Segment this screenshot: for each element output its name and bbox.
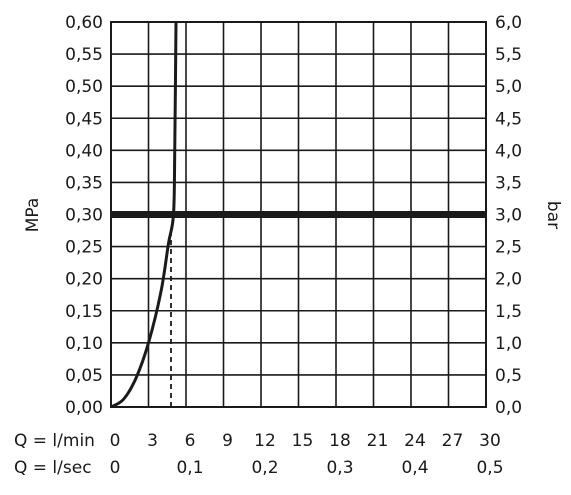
- y-tick-label-right: 2,5: [495, 238, 522, 258]
- y-tick-label-left: 0,25: [65, 238, 103, 258]
- x-tick-label-lmin: 6: [185, 431, 196, 451]
- y-tick-label-left: 0,00: [65, 398, 103, 418]
- x-tick-label-lsec: 0: [110, 458, 121, 478]
- y-tick-label-right: 2,0: [495, 270, 522, 290]
- x-tick-label-lmin: 15: [292, 431, 314, 451]
- y-tick-label-right: 6,0: [495, 13, 522, 33]
- x-tick-label-lsec: 0,5: [476, 458, 503, 478]
- y-tick-label-right: 1,0: [495, 334, 522, 354]
- y-tick-label-left: 0,55: [65, 45, 103, 65]
- x-axis-label-lsec: Q = l/sec: [14, 458, 92, 478]
- x-tick-labels-lmin: 0 3 6 9 12 15 18 21 24 27 30: [110, 431, 501, 451]
- y-tick-label-left: 0,15: [65, 302, 103, 322]
- y-tick-label-left: 0,45: [65, 109, 103, 129]
- x-tick-label-lsec: 0,2: [251, 458, 278, 478]
- y-tick-label-left: 0,40: [65, 141, 103, 161]
- y-tick-label-right: 1,5: [495, 302, 522, 322]
- y-tick-label-right: 3,0: [495, 206, 522, 226]
- x-tick-label-lsec: 0,1: [176, 458, 203, 478]
- plot-frame: [110, 21, 487, 408]
- y-tick-label-left: 0,05: [65, 366, 103, 386]
- y-tick-labels-right: 0,0 0,5 1,0 1,5 2,0 2,5 3,0 3,5 4,0 4,5 5,0 5,5 6,0: [495, 13, 522, 418]
- y-tick-labels-left: 0,00 0,05 0,10 0,15 0,20 0,25 0,30 0,35 0,40 0,45…: [65, 13, 103, 418]
- y-tick-label-right: 0,5: [495, 366, 522, 386]
- y-tick-label-left: 0,50: [65, 77, 103, 97]
- y-tick-label-right: 5,5: [495, 45, 522, 65]
- y-tick-label-left: 0,20: [65, 270, 103, 290]
- x-tick-labels-lsec: 0 0,1 0,2 0,3 0,4 0,5: [110, 458, 504, 478]
- x-tick-label-lsec: 0,4: [401, 458, 428, 478]
- x-axis-label-lmin: Q = l/min: [14, 431, 95, 451]
- flow-curve: [110, 21, 178, 409]
- x-tick-label-lmin: 21: [367, 431, 389, 451]
- y-tick-label-right: 4,0: [495, 141, 522, 161]
- y-tick-label-left: 0,35: [65, 173, 103, 193]
- x-tick-label-lmin: 24: [404, 431, 426, 451]
- y-tick-label-left: 0,60: [65, 13, 103, 33]
- x-tick-label-lmin: 3: [147, 431, 158, 451]
- x-tick-label-lmin: 9: [222, 431, 233, 451]
- y-tick-label-right: 0,0: [495, 398, 522, 418]
- y-tick-label-right: 3,5: [495, 173, 522, 193]
- y-axis-label-left: MPa: [23, 198, 43, 233]
- x-tick-label-lsec: 0,3: [326, 458, 353, 478]
- y-axis-label-right: bar: [543, 201, 563, 229]
- y-tick-label-left: 0,30: [65, 206, 103, 226]
- x-tick-label-lmin: 30: [479, 431, 501, 451]
- x-tick-label-lmin: 18: [329, 431, 351, 451]
- x-tick-label-lmin: 0: [110, 431, 121, 451]
- x-tick-label-lmin: 12: [254, 431, 276, 451]
- y-tick-label-right: 4,5: [495, 109, 522, 129]
- x-tick-label-lmin: 27: [442, 431, 464, 451]
- y-tick-label-left: 0,10: [65, 334, 103, 354]
- y-tick-label-right: 5,0: [495, 77, 522, 97]
